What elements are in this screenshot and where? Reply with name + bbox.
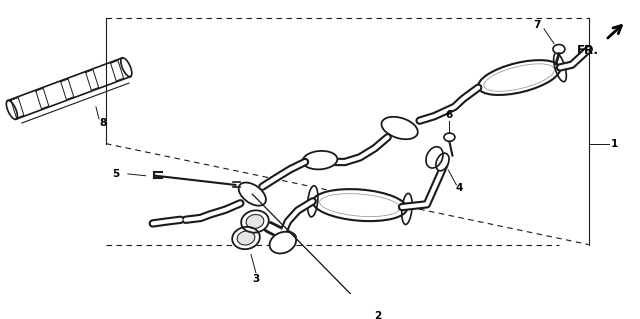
Ellipse shape — [6, 100, 17, 119]
Ellipse shape — [554, 53, 566, 82]
Ellipse shape — [426, 147, 443, 168]
Text: 3: 3 — [252, 274, 260, 284]
Ellipse shape — [313, 189, 407, 221]
Ellipse shape — [246, 214, 264, 228]
Text: FR.: FR. — [577, 44, 599, 56]
Ellipse shape — [308, 186, 318, 217]
Text: 4: 4 — [456, 183, 463, 193]
Text: 7: 7 — [533, 20, 541, 30]
Ellipse shape — [478, 60, 560, 95]
Ellipse shape — [237, 231, 255, 245]
Ellipse shape — [444, 133, 455, 141]
Ellipse shape — [381, 117, 418, 139]
Ellipse shape — [402, 193, 412, 225]
Ellipse shape — [303, 151, 337, 169]
Ellipse shape — [241, 210, 269, 233]
Ellipse shape — [232, 227, 260, 249]
Ellipse shape — [121, 58, 132, 77]
Text: 6: 6 — [446, 110, 453, 120]
Text: 5: 5 — [112, 169, 120, 179]
Ellipse shape — [436, 153, 449, 171]
Ellipse shape — [239, 182, 266, 206]
Ellipse shape — [269, 232, 296, 254]
Text: 1: 1 — [611, 139, 618, 149]
Ellipse shape — [553, 45, 565, 54]
Text: 8: 8 — [99, 118, 107, 129]
Text: 2: 2 — [374, 311, 381, 319]
